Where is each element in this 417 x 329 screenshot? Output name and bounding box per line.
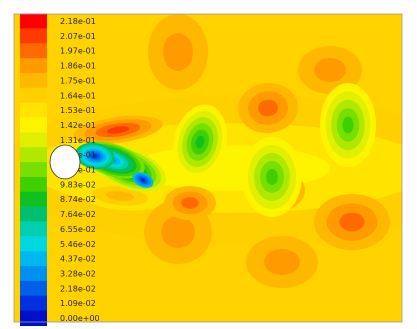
colorbar-tick-label: 1.09e-02 [60,299,96,308]
contour-band [266,169,278,185]
colorbar-tick-label: 0.00e+00 [60,314,100,323]
contour-band [140,177,146,183]
colorbar-block [20,162,47,178]
contour-band [92,154,98,158]
colorbar-block [20,266,47,282]
contour-band [106,191,134,201]
colorbar-tick-labels: 2.18e-01 2.07e-01 1.97e-01 1.86e-01 1.75e-01… [60,17,100,323]
colorbar-block [20,102,47,119]
contour-field [14,14,402,288]
colorbar-tick-label: 1.64e-01 [60,91,96,100]
colorbar-tick-label: 2.07e-01 [60,32,96,41]
colorbar-tick-label: 2.18e-01 [60,17,96,26]
colorbar-tick-label: 1.53e-01 [60,106,96,115]
colorbar-block [20,191,47,208]
cylinder [49,144,81,180]
colorbar-tick-label: 6.55e-02 [60,225,96,234]
colorbar-tick-label: 9.83e-02 [60,180,96,189]
colorbar-block [20,72,47,89]
contour-band [161,216,195,248]
colorbar-block [20,147,47,163]
domain-border [13,13,403,323]
colorbar-block [20,280,47,297]
colorbar-tick-label: 1.31e-01 [60,136,96,145]
colorbar-block [20,43,47,59]
colorbar-block [20,251,47,267]
colorbar-tick-label: 1.75e-01 [60,76,96,85]
colorbar-block [20,310,47,327]
colorbar-tick-label: 8.74e-02 [60,195,96,204]
colorbar-tick-label: 1.86e-01 [60,62,96,71]
colorbar-tick-label: 3.28e-02 [60,269,96,278]
colorbar-tick-label: 7.64e-02 [60,210,96,219]
colorbar-tick-label: 1.97e-01 [60,47,96,56]
contour-band [339,212,365,232]
contour-band [163,33,193,71]
colorbar-block [20,295,47,312]
contour-band [181,197,199,209]
contour-band [342,116,354,134]
colorbar-tick-label: 2.18e-02 [60,284,96,293]
contour-band [106,126,130,134]
colorbar-block [20,87,47,104]
colorbar-block [20,206,47,223]
colorbar-tick-label: 4.37e-02 [60,255,96,264]
colorbar-block [20,28,47,44]
colorbar-tick-label: 1.42e-01 [60,121,96,130]
colorbar-block [20,221,47,237]
colorbar-block [20,117,47,133]
contour-band [195,135,205,149]
colorbar-tick-label: 5.46e-02 [60,240,96,249]
colorbar-block [20,58,47,74]
contour-band [314,58,346,82]
contour-band [258,99,278,117]
colorbar [20,13,47,327]
colorbar-block [20,13,47,30]
colorbar-block [20,132,47,148]
contour-band [264,249,300,275]
colorbar-block [20,236,47,252]
colorbar-block [20,176,47,193]
